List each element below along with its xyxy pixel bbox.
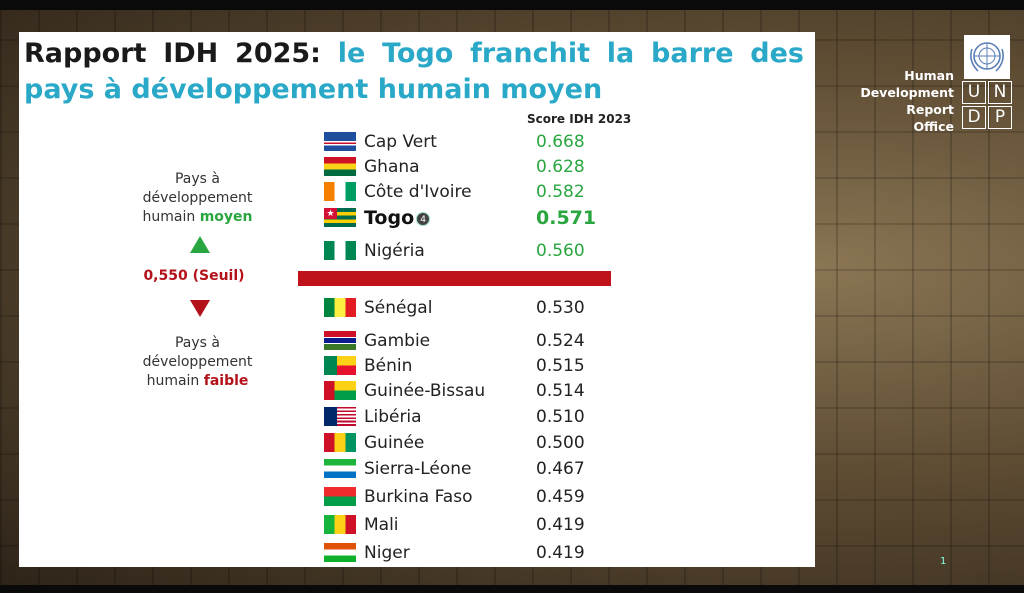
country-name: Guinée bbox=[364, 433, 425, 453]
up-arrow-icon bbox=[190, 236, 210, 253]
table-row: Gambie 0.524 bbox=[324, 330, 624, 352]
score-value: 0.560 bbox=[536, 241, 585, 261]
country-name: Burkina Faso bbox=[364, 487, 473, 507]
country-name: Togo 4 bbox=[364, 207, 431, 229]
flag-icon bbox=[324, 157, 356, 176]
table-row: Guinée 0.500 bbox=[324, 432, 624, 454]
flag-icon: ★ bbox=[324, 208, 356, 227]
score-value: 0.419 bbox=[536, 515, 585, 535]
score-value: 0.668 bbox=[536, 132, 585, 152]
rank-badge: 4 bbox=[416, 212, 431, 226]
lower-label-line-3a: humain bbox=[146, 373, 204, 389]
lower-label-emphasis: faible bbox=[203, 373, 249, 389]
flag-icon bbox=[324, 182, 356, 201]
lower-group-label: Pays à développement humain faible bbox=[130, 334, 265, 391]
flag-icon bbox=[324, 487, 356, 506]
upper-label-line-2: développement bbox=[142, 190, 253, 206]
score-value: 0.515 bbox=[536, 356, 585, 376]
flag-icon bbox=[324, 515, 356, 534]
table-row: Bénin 0.515 bbox=[324, 355, 624, 377]
score-column-header: Score IDH 2023 bbox=[527, 112, 632, 126]
undp-letter-d: D bbox=[962, 106, 986, 129]
country-name: Cap Vert bbox=[364, 132, 437, 152]
country-name: Sénégal bbox=[364, 298, 433, 318]
country-name: Gambie bbox=[364, 331, 431, 351]
score-value: 0.459 bbox=[536, 487, 585, 507]
flag-icon bbox=[324, 459, 356, 478]
undp-letter-u: U bbox=[962, 81, 986, 104]
threshold-line bbox=[298, 271, 611, 286]
page-number: 1 bbox=[940, 556, 947, 567]
country-name: Mali bbox=[364, 515, 399, 535]
flag-icon bbox=[324, 433, 356, 452]
flag-icon bbox=[324, 407, 356, 426]
flag-icon bbox=[324, 543, 356, 562]
score-value: 0.510 bbox=[536, 407, 585, 427]
table-row: Mali 0.419 bbox=[324, 514, 624, 536]
bottom-border bbox=[0, 585, 1024, 593]
un-emblem-icon bbox=[964, 35, 1010, 79]
score-value: 0.524 bbox=[536, 331, 585, 351]
score-value: 0.530 bbox=[536, 298, 585, 318]
score-value: 0.467 bbox=[536, 459, 585, 479]
title-part-2: le Togo franchit la barre des pays à dév… bbox=[24, 38, 804, 105]
table-row: Ghana 0.628 bbox=[324, 156, 624, 178]
lower-label-line-2: développement bbox=[142, 354, 253, 370]
flag-icon bbox=[324, 356, 356, 375]
country-name: Côte d'Ivoire bbox=[364, 182, 472, 202]
table-row: Niger 0.419 bbox=[324, 542, 624, 564]
content-panel bbox=[19, 32, 815, 567]
country-name: Ghana bbox=[364, 157, 420, 177]
undp-letter-n: N bbox=[988, 81, 1012, 104]
flag-icon bbox=[324, 132, 356, 151]
logo-line-4: Office bbox=[913, 119, 954, 134]
country-name: Libéria bbox=[364, 407, 422, 427]
table-row: Cap Vert 0.668 bbox=[324, 131, 624, 153]
down-arrow-icon bbox=[190, 300, 210, 317]
slide-title: Rapport IDH 2025: le Togo franchit la ba… bbox=[24, 36, 804, 108]
table-row: Côte d'Ivoire 0.582 bbox=[324, 181, 624, 203]
country-name: Sierra-Léone bbox=[364, 459, 472, 479]
upper-label-line-1: Pays à bbox=[174, 171, 220, 187]
score-value: 0.571 bbox=[536, 207, 597, 229]
logo-line-2: Development bbox=[860, 85, 954, 100]
flag-icon bbox=[324, 381, 356, 400]
title-part-1: Rapport IDH 2025: bbox=[24, 38, 338, 69]
table-row: Libéria 0.510 bbox=[324, 406, 624, 428]
country-name: Niger bbox=[364, 543, 410, 563]
undp-logo: U N D P bbox=[962, 35, 1012, 129]
upper-label-line-3a: humain bbox=[142, 209, 200, 225]
table-row: Sénégal 0.530 bbox=[324, 297, 624, 319]
score-value: 0.514 bbox=[536, 381, 585, 401]
score-value: 0.500 bbox=[536, 433, 585, 453]
table-row: Nigéria 0.560 bbox=[324, 240, 624, 262]
logo-line-1: Human bbox=[904, 68, 954, 83]
logo-line-3: Report bbox=[906, 102, 954, 117]
flag-icon bbox=[324, 298, 356, 317]
score-value: 0.582 bbox=[536, 182, 585, 202]
table-row: ★ Togo 4 0.571 bbox=[324, 207, 624, 229]
hdro-logo-text: Human Development Report Office bbox=[836, 67, 954, 135]
table-row: Burkina Faso 0.459 bbox=[324, 486, 624, 508]
table-row: Guinée-Bissau 0.514 bbox=[324, 380, 624, 402]
table-row: Sierra-Léone 0.467 bbox=[324, 458, 624, 480]
undp-letter-p: P bbox=[988, 106, 1012, 129]
country-name: Nigéria bbox=[364, 241, 425, 261]
flag-icon bbox=[324, 241, 356, 260]
upper-group-label: Pays à développement humain moyen bbox=[130, 170, 265, 227]
country-name: Bénin bbox=[364, 356, 413, 376]
score-value: 0.419 bbox=[536, 543, 585, 563]
score-value: 0.628 bbox=[536, 157, 585, 177]
upper-label-emphasis: moyen bbox=[199, 209, 253, 225]
top-border bbox=[0, 0, 1024, 10]
flag-icon bbox=[324, 331, 356, 350]
country-name: Guinée-Bissau bbox=[364, 381, 486, 401]
lower-label-line-1: Pays à bbox=[174, 335, 220, 351]
threshold-label: 0,550 (Seuil) bbox=[143, 268, 245, 284]
